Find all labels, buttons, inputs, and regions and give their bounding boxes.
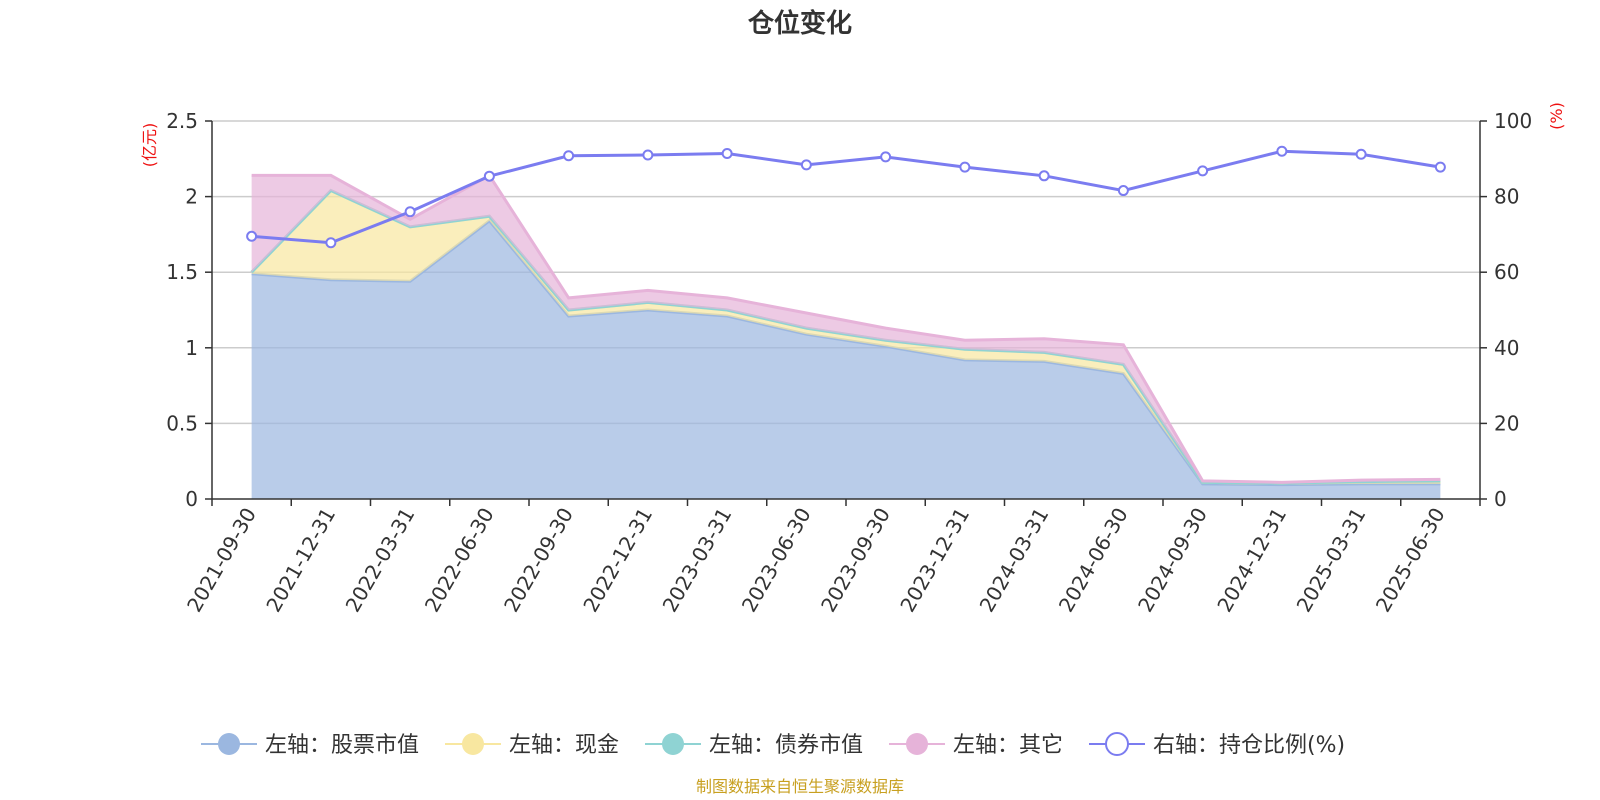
legend-label: 左轴：其它 <box>953 733 1063 758</box>
legend: 左轴：股票市值 左轴：现金 左轴：债券市值 左轴：其它 右轴：持仓比例(%) <box>201 732 1345 758</box>
left-axis-tick-label: 1 <box>185 336 198 360</box>
x-axis-tick-label: 2024-06-30 <box>1054 504 1133 617</box>
x-axis-tick-label: 2025-06-30 <box>1371 504 1450 617</box>
line-point <box>721 148 733 160</box>
line-point <box>642 149 654 161</box>
legend-item: 右轴：持仓比例(%) <box>1089 732 1345 758</box>
line-point <box>1197 165 1209 177</box>
line-point <box>483 170 495 182</box>
x-axis-tick-label: 2023-03-31 <box>658 504 737 617</box>
line-point <box>1038 170 1050 182</box>
left-axis-tick-label: 2.5 <box>166 109 198 133</box>
stacked-areas <box>250 173 1441 500</box>
line-point <box>325 237 337 249</box>
right-axis-tick-label: 100 <box>1494 109 1532 133</box>
left-axis-tick-label: 1.5 <box>166 260 198 284</box>
legend-marker <box>218 733 240 755</box>
line-point <box>800 159 812 171</box>
legend-label: 左轴：现金 <box>509 733 619 758</box>
line-point <box>880 151 892 163</box>
area-左轴：现金 <box>251 190 1441 485</box>
x-axis-tick-label: 2023-06-30 <box>737 504 816 617</box>
left-axis-tick-label: 2 <box>185 185 198 209</box>
line-point <box>404 206 416 218</box>
x-axis-tick-label: 2024-12-31 <box>1212 504 1291 617</box>
source-note: 制图数据来自恒生聚源数据库 <box>696 777 904 796</box>
line-point <box>246 230 258 242</box>
position-ratio-line <box>246 145 1446 249</box>
right-axis-tick-label: 0 <box>1494 487 1507 511</box>
line-point <box>959 161 971 173</box>
x-axis-tick-label: 2022-12-31 <box>578 504 657 617</box>
line-point <box>563 150 575 162</box>
x-axis-tick-label: 2024-03-31 <box>975 504 1054 617</box>
right-axis-tick-label: 20 <box>1494 411 1519 435</box>
area-edge-左轴：其它 <box>251 173 1441 484</box>
line-point <box>1355 148 1367 160</box>
legend-label: 右轴：持仓比例(%) <box>1153 733 1345 758</box>
legend-marker <box>1105 732 1129 756</box>
x-axis-tick-label: 2022-06-30 <box>420 504 499 617</box>
legend-label: 左轴：债券市值 <box>709 733 863 758</box>
line-point <box>1117 185 1129 197</box>
x-axis-tick-label: 2025-03-31 <box>1292 504 1371 617</box>
x-axis-tick-label: 2022-09-30 <box>499 504 578 617</box>
line-point <box>1276 145 1288 157</box>
x-axis-tick-label: 2021-09-30 <box>182 504 261 617</box>
x-axis-tick-label: 2021-12-31 <box>261 504 340 617</box>
legend-item: 左轴：现金 <box>445 733 619 758</box>
legend-marker <box>462 733 484 755</box>
right-axis-unit: (%) <box>1547 102 1566 130</box>
line-右轴：持仓比例(%) <box>251 149 1441 245</box>
chart-title: 仓位变化 <box>747 8 852 39</box>
right-axis-tick-label: 40 <box>1494 336 1519 360</box>
right-axis-tick-label: 80 <box>1494 185 1519 209</box>
area-左轴：其它 <box>251 175 1441 484</box>
left-axis-tick-label: 0.5 <box>166 411 198 435</box>
legend-marker <box>906 733 928 755</box>
x-axis-tick-label: 2022-03-31 <box>341 504 420 617</box>
legend-marker <box>662 733 684 755</box>
legend-item: 左轴：债券市值 <box>645 733 863 758</box>
legend-item: 左轴：其它 <box>889 733 1063 758</box>
line-point <box>1434 161 1446 173</box>
x-axis-tick-label: 2023-12-31 <box>895 504 974 617</box>
legend-item: 左轴：股票市值 <box>201 733 419 758</box>
left-axis-tick-label: 0 <box>185 487 198 511</box>
right-axis-tick-label: 60 <box>1494 260 1519 284</box>
x-axis-tick-label: 2024-09-30 <box>1133 504 1212 617</box>
x-axis-tick-label: 2023-09-30 <box>816 504 895 617</box>
left-axis-unit: (亿元) <box>140 123 159 168</box>
legend-label: 左轴：股票市值 <box>265 733 419 758</box>
area-左轴：股票市值 <box>251 220 1441 500</box>
